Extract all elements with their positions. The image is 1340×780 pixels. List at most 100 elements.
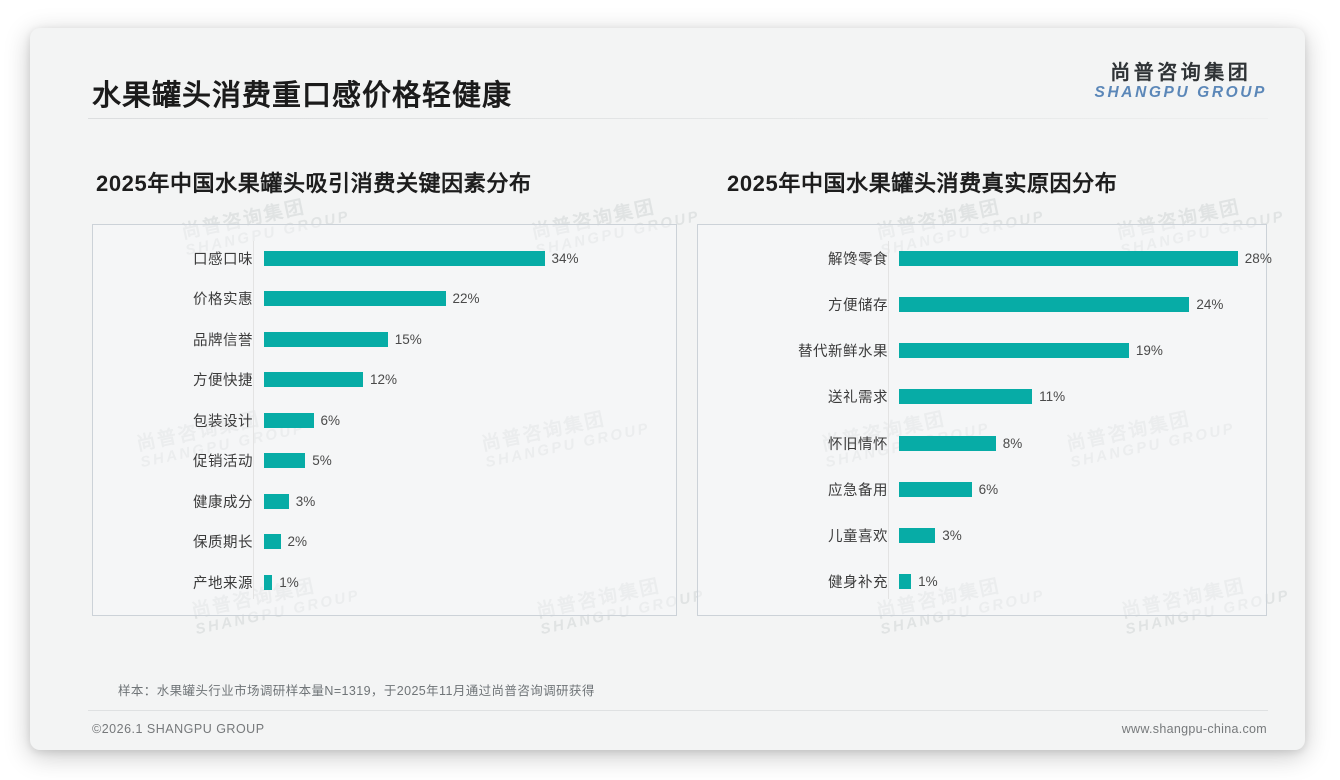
bar-category-label: 儿童喜欢 (828, 529, 888, 546)
bar-row: 促销活动 5% (93, 450, 676, 472)
bar-track: 8% (899, 432, 1266, 454)
bar-row: 保质期长 2% (93, 531, 676, 553)
bar-category-label: 替代新鲜水果 (798, 344, 888, 361)
bar-category-label: 品牌信誉 (193, 332, 253, 349)
bar-row: 方便储存 24% (698, 293, 1266, 315)
bar-row: 品牌信誉 15% (93, 328, 676, 350)
logo-english-text: SHANGPU GROUP (1094, 84, 1267, 102)
slide-footer: ©2026.1 SHANGPU GROUP www.shangpu-china.… (30, 716, 1305, 750)
bar-value-label: 8% (1002, 435, 1023, 451)
footer-website[interactable]: www.shangpu-china.com (1121, 722, 1267, 736)
chart-block-right: 2025年中国水果罐头消费真实原因分布 解馋零食 28% 方便储存 24% 替代新鲜水果… (697, 166, 1272, 616)
bar (264, 493, 289, 509)
bar-row: 送礼需求 11% (698, 386, 1266, 408)
bar-track: 6% (264, 409, 676, 431)
bar (264, 372, 363, 387)
brand-logo: 尚普咨询集团 SHANGPU GROUP (1095, 62, 1267, 102)
slide-canvas: 尚普咨询集团 SHANGPU GROUP 尚普咨询集团 SHANGPU GROUP 尚普… (30, 28, 1305, 750)
bar (899, 343, 1129, 359)
footer-divider (88, 710, 1268, 711)
bar-track: 11% (899, 386, 1266, 408)
chart-title-left: 2025年中国水果罐头吸引消费关键因素分布 (96, 171, 532, 196)
bar-category-label: 保质期长 (193, 535, 253, 551)
bar-row: 价格实惠 22% (93, 288, 676, 310)
bar-category-label: 促销活动 (193, 454, 253, 470)
bar-track: 22% (264, 288, 676, 310)
bar-category-label: 方便储存 (828, 297, 888, 314)
bar-value-label: 34% (551, 250, 579, 266)
bar-category-label: 解馋零食 (828, 251, 888, 268)
bar-row: 产地来源 1% (93, 571, 676, 593)
bar-track: 5% (264, 450, 676, 472)
bar-category-label: 送礼需求 (828, 390, 888, 407)
page-title: 水果罐头消费重口感价格轻健康 (92, 80, 513, 112)
chart-title-right: 2025年中国水果罐头消费真实原因分布 (727, 171, 1118, 196)
bar-value-label: 24% (1196, 296, 1224, 312)
bar-value-label: 1% (279, 574, 299, 590)
header-divider (88, 118, 1268, 119)
bar-row: 方便快捷 12% (93, 369, 676, 391)
chart-panel-left: 口感口味 34% 价格实惠 22% 品牌信誉 15% 方便快捷 12% 包装设计 6% 促销活动 5%… (92, 224, 677, 616)
bar-rows-left: 口感口味 34% 价格实惠 22% 品牌信誉 15% 方便快捷 12% 包装设计 6% 促销活动 5%… (93, 225, 676, 615)
bar-track: 1% (899, 571, 1266, 593)
bar-value-label: 2% (287, 534, 308, 549)
bar-category-label: 产地来源 (193, 575, 253, 592)
chart-axis-right (888, 241, 889, 599)
logo-chinese-text: 尚普咨询集团 (1110, 62, 1252, 84)
bar-rows-right: 解馋零食 28% 方便储存 24% 替代新鲜水果 19% 送礼需求 11% 怀旧情怀 8% 应急备用… (698, 225, 1272, 615)
bar-value-label: 1% (918, 574, 938, 590)
bar-value-label: 22% (452, 291, 480, 306)
bar-category-label: 价格实惠 (193, 292, 253, 308)
bar-value-label: 3% (295, 493, 316, 509)
bar-track: 15% (264, 328, 676, 350)
bar-track: 1% (264, 571, 676, 593)
bar-track: 34% (264, 247, 676, 269)
bar-track: 19% (899, 340, 1266, 362)
bar-track: 2% (264, 531, 676, 553)
bar (899, 389, 1033, 405)
bar-track: 12% (264, 369, 676, 391)
bar-category-label: 方便快捷 (193, 373, 253, 389)
bar-row: 儿童喜欢 3% (698, 525, 1266, 547)
bar (264, 453, 306, 468)
chart-axis-left (253, 241, 254, 599)
source-note: 样本：水果罐头行业市场调研样本量N=1319，于2025年11月通过尚普咨询调研… (118, 684, 595, 698)
bar (264, 250, 545, 266)
bar (899, 528, 936, 544)
bar-value-label: 11% (1039, 389, 1066, 405)
bar-track: 24% (899, 293, 1266, 315)
bar (264, 412, 314, 428)
bar-value-label: 3% (942, 528, 962, 544)
bar-track: 3% (899, 525, 1266, 547)
footer-copyright: ©2026.1 SHANGPU GROUP (92, 722, 265, 736)
bar-value-label: 5% (312, 453, 332, 468)
bar-category-label: 包装设计 (193, 413, 253, 430)
bar-value-label: 15% (394, 331, 422, 347)
bar (264, 291, 446, 306)
bar-row: 解馋零食 28% (698, 247, 1272, 269)
bar-row: 包装设计 6% (93, 409, 676, 431)
bar-row: 口感口味 34% (93, 247, 676, 269)
bar-row: 健康成分 3% (93, 490, 676, 512)
bar-track: 28% (899, 247, 1272, 269)
chart-panel-right: 解馋零食 28% 方便储存 24% 替代新鲜水果 19% 送礼需求 11% 怀旧情怀 8% 应急备用… (697, 224, 1272, 616)
bar-value-label: 6% (978, 481, 999, 497)
bar (264, 574, 273, 590)
bar-value-label: 19% (1135, 343, 1163, 359)
bar (264, 331, 388, 347)
bar-value-label: 6% (320, 412, 341, 428)
bar (899, 435, 996, 451)
bar (899, 481, 972, 497)
bar (264, 534, 281, 549)
bar-category-label: 口感口味 (193, 251, 253, 268)
bar-row: 替代新鲜水果 19% (698, 340, 1266, 362)
chart-block-left: 2025年中国水果罐头吸引消费关键因素分布 口感口味 34% 价格实惠 22% 品牌信誉… (92, 166, 677, 616)
bar-category-label: 健康成分 (193, 494, 253, 511)
bar-track: 3% (264, 490, 676, 512)
bar-row: 应急备用 6% (698, 478, 1266, 500)
bar-track: 6% (899, 478, 1266, 500)
bar-category-label: 怀旧情怀 (828, 436, 888, 453)
bar (899, 574, 912, 590)
bar-row: 怀旧情怀 8% (698, 432, 1266, 454)
slide-header: 水果罐头消费重口感价格轻健康 尚普咨询集团 SHANGPU GROUP (30, 28, 1305, 118)
